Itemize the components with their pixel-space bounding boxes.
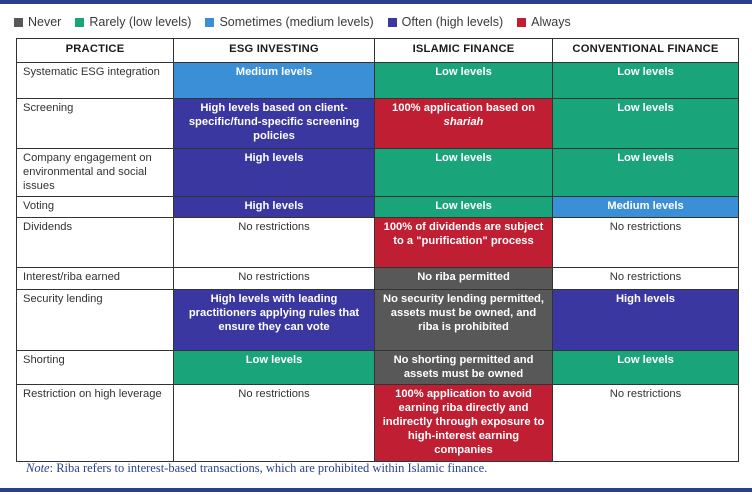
legend-label: Rarely (low levels) xyxy=(89,15,192,29)
practice-cell: Company engagement on environmental and … xyxy=(16,148,174,197)
esg-cell: High levels xyxy=(173,148,375,197)
islamic-cell: Low levels xyxy=(374,196,553,218)
legend-item-rarely: Rarely (low levels) xyxy=(75,15,191,29)
table-row: Interest/riba earned No restrictions No … xyxy=(16,267,739,290)
practice-cell: Interest/riba earned xyxy=(16,267,174,290)
practice-cell: Security lending xyxy=(16,289,174,351)
conventional-cell: No restrictions xyxy=(552,267,739,290)
table-row: Shorting Low levels No shorting permitte… xyxy=(16,350,739,385)
practice-cell: Restriction on high leverage xyxy=(16,384,174,462)
footnote-text: Riba refers to interest-based transactio… xyxy=(56,461,488,475)
table-row: Voting High levels Low levels Medium lev… xyxy=(16,196,739,218)
legend: Never Rarely (low levels) Sometimes (med… xyxy=(14,14,585,30)
legend-item-always: Always xyxy=(517,15,571,29)
legend-swatch xyxy=(205,17,215,27)
islamic-cell-text: 100% application based on xyxy=(392,102,535,114)
esg-cell: No restrictions xyxy=(173,217,375,268)
islamic-cell: Low levels xyxy=(374,148,553,197)
table-row: Screening High levels based on client-sp… xyxy=(16,98,739,149)
esg-cell: High levels with leading practitioners a… xyxy=(173,289,375,351)
legend-swatch xyxy=(14,17,23,27)
table-row: Dividends No restrictions 100% of divide… xyxy=(16,217,739,268)
legend-label: Never xyxy=(28,15,62,29)
legend-item-sometimes: Sometimes (medium levels) xyxy=(205,15,374,29)
legend-label: Always xyxy=(531,15,571,29)
islamic-cell: 100% application based on shariah xyxy=(374,98,553,149)
practice-cell: Shorting xyxy=(16,350,174,385)
islamic-cell: No shorting permitted and assets must be… xyxy=(374,350,553,385)
legend-item-never: Never xyxy=(14,15,61,29)
esg-cell: Low levels xyxy=(173,350,375,385)
table-row: Restriction on high leverage No restrict… xyxy=(16,384,739,462)
conventional-cell: Low levels xyxy=(552,148,739,197)
legend-item-often: Often (high levels) xyxy=(387,15,504,29)
conventional-cell: No restrictions xyxy=(552,384,739,462)
comparison-table: PRACTICE ESG INVESTING ISLAMIC FINANCE C… xyxy=(16,38,739,462)
islamic-cell: Low levels xyxy=(374,62,553,99)
esg-cell: High levels xyxy=(173,196,375,218)
header-esg-investing: ESG INVESTING xyxy=(173,38,375,63)
legend-label: Sometimes (medium levels) xyxy=(219,15,374,29)
footnote-label: Note xyxy=(26,461,50,475)
conventional-cell: Low levels xyxy=(552,62,739,99)
conventional-cell: Low levels xyxy=(552,98,739,149)
legend-label: Often (high levels) xyxy=(401,15,504,29)
legend-swatch xyxy=(75,17,85,27)
top-rule xyxy=(0,0,752,4)
islamic-cell: No security lending permitted, assets mu… xyxy=(374,289,553,351)
conventional-cell: Low levels xyxy=(552,350,739,385)
conventional-cell: Medium levels xyxy=(552,196,739,218)
practice-cell: Screening xyxy=(16,98,174,149)
legend-swatch xyxy=(517,17,527,27)
islamic-cell: 100% of dividends are subject to a "puri… xyxy=(374,217,553,268)
islamic-cell: 100% application to avoid earning riba d… xyxy=(374,384,553,462)
practice-cell: Dividends xyxy=(16,217,174,268)
conventional-cell: High levels xyxy=(552,289,739,351)
header-practice: PRACTICE xyxy=(16,38,174,63)
legend-swatch xyxy=(387,17,397,27)
table-row: Security lending High levels with leadin… xyxy=(16,289,739,351)
esg-cell: No restrictions xyxy=(173,384,375,462)
islamic-cell: No riba permitted xyxy=(374,267,553,290)
bottom-rule xyxy=(0,488,752,492)
practice-cell: Voting xyxy=(16,196,174,218)
esg-cell: High levels based on client-specific/fun… xyxy=(173,98,375,149)
header-islamic-finance: ISLAMIC FINANCE xyxy=(374,38,553,63)
islamic-cell-italic: shariah xyxy=(443,116,484,128)
footnote: Note: Riba refers to interest-based tran… xyxy=(26,461,488,475)
practice-cell: Systematic ESG integration xyxy=(16,62,174,99)
esg-cell: No restrictions xyxy=(173,267,375,290)
esg-cell: Medium levels xyxy=(173,62,375,99)
table-row: Company engagement on environmental and … xyxy=(16,148,739,197)
header-row: PRACTICE ESG INVESTING ISLAMIC FINANCE C… xyxy=(16,38,739,63)
table-row: Systematic ESG integration Medium levels… xyxy=(16,62,739,99)
header-conventional-finance: CONVENTIONAL FINANCE xyxy=(552,38,739,63)
conventional-cell: No restrictions xyxy=(552,217,739,268)
